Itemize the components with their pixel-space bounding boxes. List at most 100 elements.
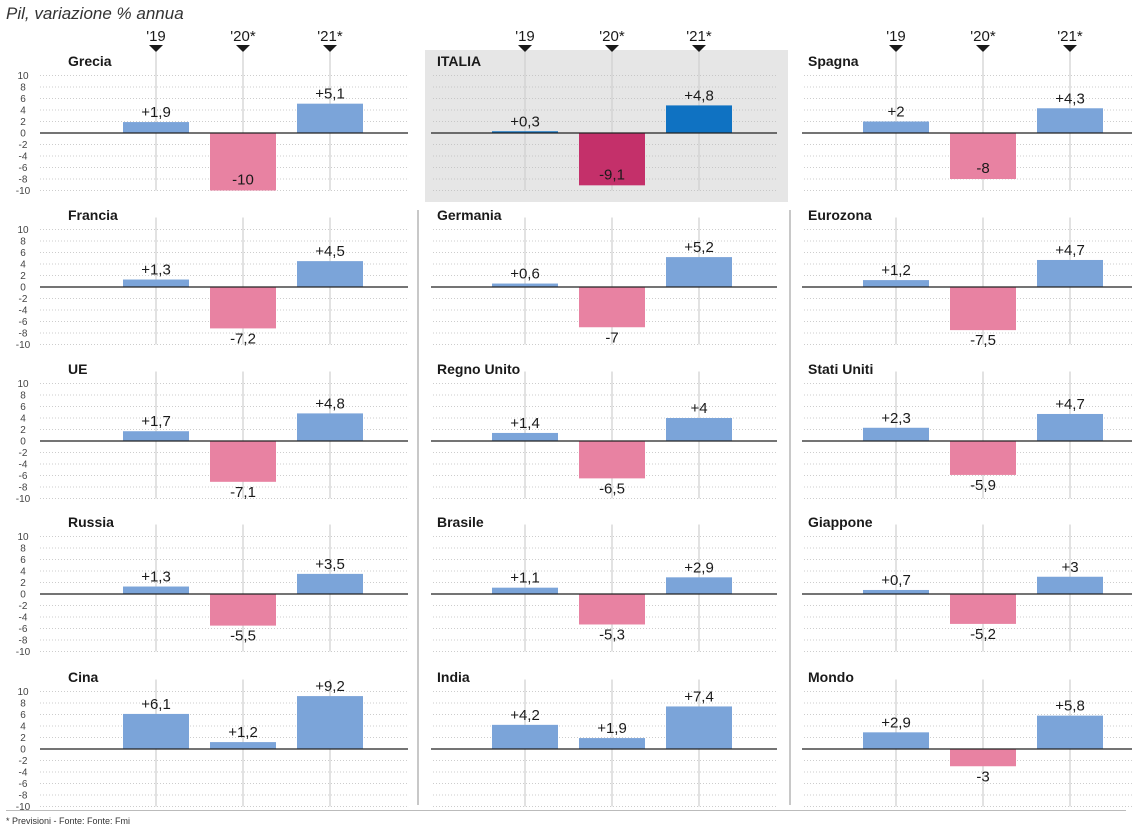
bar [863,427,929,441]
y-tick-label: -10 [16,802,31,813]
bar [297,413,363,441]
data-label: +4,3 [1055,90,1085,107]
y-tick-label: 10 [17,379,29,390]
panel-title: Mondo [808,669,854,685]
bar [297,573,363,594]
bar [863,589,929,594]
down-arrow-icon [518,45,532,52]
data-label: +2,9 [881,714,911,731]
y-tick-label: 4 [20,260,26,271]
data-label: +1,9 [141,104,171,121]
bar [579,594,645,625]
data-label: +5,1 [315,86,345,103]
data-label: +6,1 [141,696,171,713]
data-label: +1,2 [881,262,911,279]
data-label: +1,3 [141,262,171,279]
down-arrow-icon [323,45,337,52]
data-label: -9,1 [599,166,625,183]
panel-title: India [437,669,470,685]
footnote-divider [6,810,1126,811]
data-label: +1,4 [510,415,540,432]
bar [863,732,929,749]
bar [579,441,645,479]
data-label: -7 [605,329,618,346]
data-label: +4,7 [1055,242,1085,259]
down-arrow-icon [605,45,619,52]
bar [297,696,363,749]
bar [492,283,558,287]
y-tick-label: 8 [20,391,26,402]
y-tick-label: -6 [19,163,28,174]
bar [666,257,732,287]
panel-title: Grecia [68,53,112,69]
y-tick-label: 2 [20,425,26,436]
y-tick-label: -10 [16,340,31,351]
panel-title: Brasile [437,514,484,530]
y-tick-label: -2 [19,601,28,612]
y-tick-label: 6 [20,402,26,413]
bar [492,432,558,441]
y-tick-label: 4 [20,722,26,733]
data-label: -5,5 [230,628,256,645]
bar [950,287,1016,331]
y-tick-label: 2 [20,578,26,589]
down-arrow-icon [976,45,990,52]
y-tick-label: -4 [19,460,28,471]
y-tick-label: 6 [20,710,26,721]
column-header-label: '20* [230,28,256,45]
bar [1037,576,1103,594]
bar [863,121,929,133]
bar [950,594,1016,624]
bar [210,287,276,329]
panel-title: Stati Uniti [808,361,873,377]
data-label: +1,7 [141,413,171,430]
data-label: +4,5 [315,243,345,260]
bar [492,587,558,594]
y-tick-label: -6 [19,624,28,635]
bar [492,724,558,749]
bar [950,133,1016,179]
data-label: +4,8 [684,87,714,104]
down-arrow-icon [236,45,250,52]
data-label: -5,3 [599,626,625,643]
data-label: +5,2 [684,239,714,256]
data-label: -10 [232,172,254,189]
panel-title: ITALIA [437,53,481,69]
data-label: -7,5 [970,332,996,349]
column-header-label: '20* [970,28,996,45]
data-label: +0,7 [881,572,911,589]
bar [1037,259,1103,287]
data-label: +2,3 [881,410,911,427]
y-tick-label: 0 [20,590,26,601]
footnote: * Previsioni - Fonte: Fonte: Fmi [6,816,131,826]
data-label: -7,2 [230,330,256,347]
y-tick-label: 0 [20,745,26,756]
down-arrow-icon [692,45,706,52]
y-tick-label: -4 [19,613,28,624]
y-tick-label: 2 [20,117,26,128]
y-tick-label: -6 [19,779,28,790]
y-tick-label: 6 [20,94,26,105]
data-label: +3 [1061,559,1078,576]
data-label: -8 [976,160,989,177]
y-tick-label: -6 [19,317,28,328]
y-tick-label: 2 [20,733,26,744]
down-arrow-icon [1063,45,1077,52]
y-tick-label: -8 [19,791,28,802]
data-label: +0,6 [510,266,540,283]
bar [210,441,276,482]
bar [123,431,189,441]
y-tick-label: 0 [20,129,26,140]
bar [210,133,276,191]
y-tick-label: -10 [16,647,31,658]
y-tick-label: 0 [20,283,26,294]
bar [863,280,929,287]
panel-title: Spagna [808,53,859,69]
data-label: -3 [976,768,989,785]
y-tick-label: 10 [17,225,29,236]
y-tick-label: -10 [16,186,31,197]
bar [1037,413,1103,441]
y-tick-label: 4 [20,106,26,117]
y-tick-label: 6 [20,555,26,566]
